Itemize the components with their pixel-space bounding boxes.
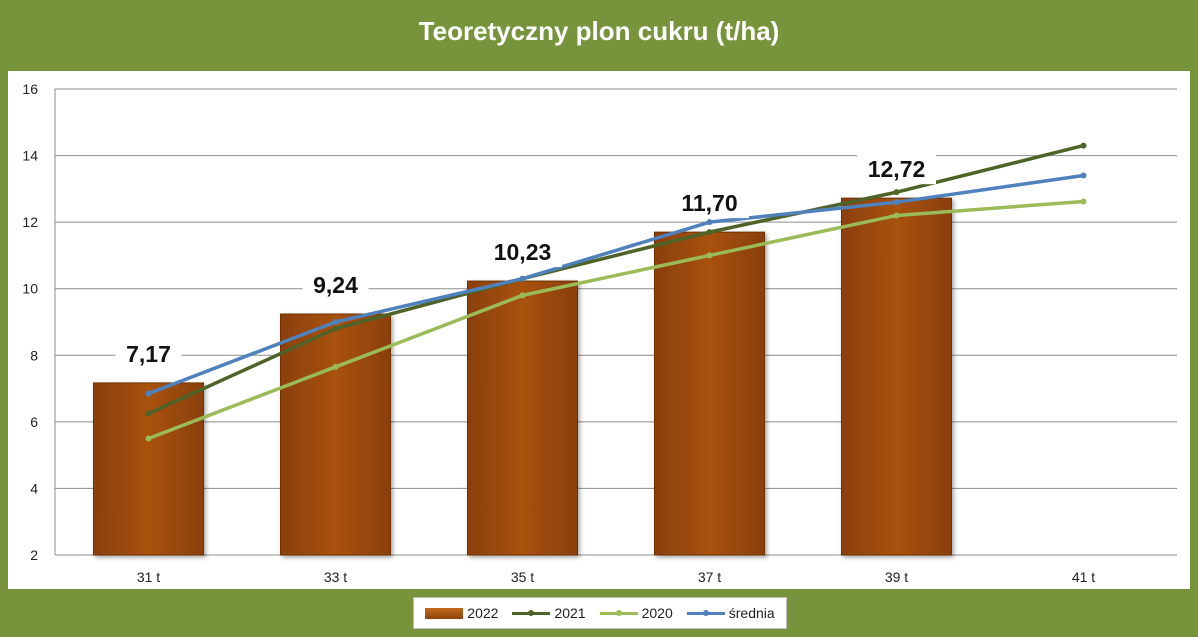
y-tick-label: 14 <box>22 148 38 164</box>
legend-item-2020: 2020 <box>599 605 673 621</box>
series-point-srednia <box>519 275 526 282</box>
bar-2022 <box>280 313 391 556</box>
series-point-srednia <box>893 199 900 206</box>
x-tick-label: 35 t <box>511 569 534 585</box>
data-label-box <box>115 338 182 369</box>
series-line-2020 <box>147 199 1084 441</box>
plot-background <box>8 71 1190 589</box>
data-label: 11,70 <box>681 190 737 216</box>
chart-title: Teoretyczny plon cukru (t/ha) <box>418 16 780 46</box>
series-point-2020 <box>1080 198 1087 205</box>
data-label: 7,17 <box>126 341 171 367</box>
legend-swatch-2021 <box>512 607 551 619</box>
legend-swatch-srednia <box>686 607 725 619</box>
series-point-2020 <box>893 212 900 219</box>
y-tick-label: 10 <box>22 281 38 297</box>
legend-label-srednia: średnia <box>728 605 775 621</box>
series-point-2021 <box>1080 142 1087 149</box>
x-tick-label: 39 t <box>885 569 908 585</box>
y-tick-label: 16 <box>22 81 38 97</box>
data-label: 10,23 <box>494 239 552 265</box>
x-tick-label: 41 t <box>1072 569 1095 585</box>
bar-2022 <box>93 382 204 556</box>
data-label-box <box>857 154 936 185</box>
legend: 2022 2021 2020 średnia <box>413 597 787 629</box>
bar-2022 <box>467 280 578 556</box>
legend-item-2022: 2022 <box>425 605 498 621</box>
series-point-srednia <box>332 319 339 325</box>
legend-label-2022: 2022 <box>467 605 499 621</box>
series-point-2020 <box>519 292 526 299</box>
legend-label-2020: 2020 <box>641 605 673 621</box>
series-point-2021 <box>706 229 713 236</box>
series-point-2021 <box>893 189 900 196</box>
bar-2022 <box>841 197 952 556</box>
series-point-2020 <box>706 252 713 259</box>
series-point-2021 <box>145 410 152 417</box>
data-label-box <box>302 270 369 301</box>
y-tick-label: 12 <box>22 214 38 230</box>
y-tick-label: 4 <box>30 480 38 496</box>
legend-item-2021: 2021 <box>512 605 586 621</box>
data-label: 9,24 <box>313 272 358 298</box>
x-tick-label: 37 t <box>698 569 721 585</box>
series-point-2021 <box>332 325 339 332</box>
y-tick-label: 2 <box>30 547 38 563</box>
legend-swatch-2022 <box>425 607 464 619</box>
x-tick-label: 31 t <box>137 569 160 585</box>
y-tick-label: 6 <box>30 414 38 430</box>
data-label-box <box>670 188 749 219</box>
data-label-box <box>483 237 562 268</box>
series-line-2021 <box>147 143 1084 416</box>
legend-item-srednia: średnia <box>686 605 775 621</box>
data-label: 12,72 <box>868 156 926 182</box>
bar-2022 <box>654 231 765 556</box>
series-point-srednia <box>1080 172 1087 179</box>
series-point-srednia <box>706 219 713 226</box>
series-point-2020 <box>332 363 339 370</box>
x-tick-label: 33 t <box>324 569 347 585</box>
series-point-srednia <box>145 390 152 397</box>
legend-label-2021: 2021 <box>554 605 586 621</box>
series-point-2020 <box>145 435 152 442</box>
legend-swatch-2020 <box>599 607 638 619</box>
series-line-srednia <box>147 173 1084 396</box>
y-tick-label: 8 <box>30 347 38 363</box>
